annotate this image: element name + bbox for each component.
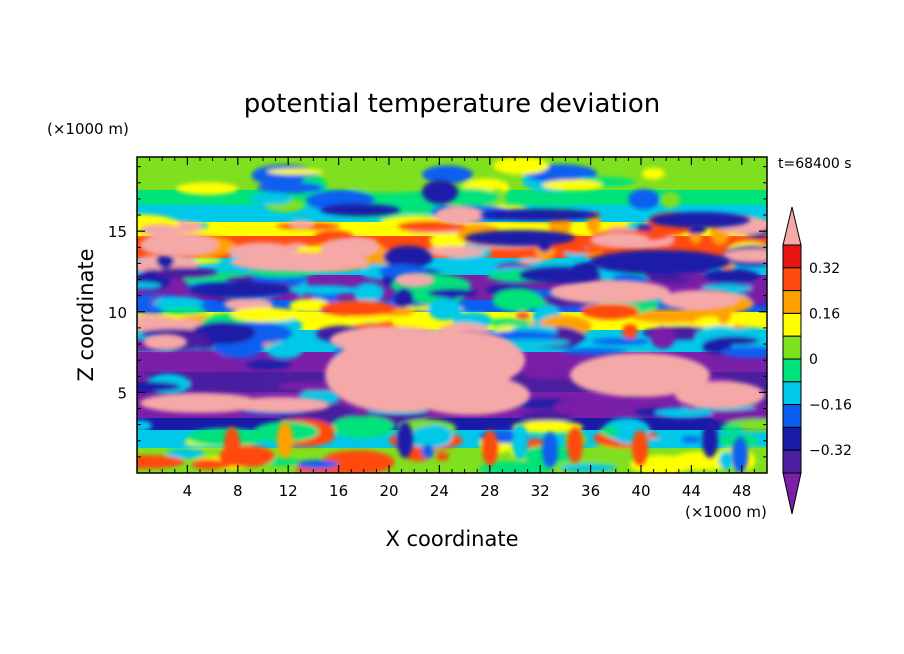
colorbar-label: 0.16 [809,306,840,322]
x-tick-label: 24 [430,482,449,500]
x-axis-label: X coordinate [385,527,518,551]
colorbar-segment [782,335,802,360]
y-axis: 5 10 15 [108,166,767,458]
x-tick-label: 20 [379,482,398,500]
x-tick-label: 4 [183,482,193,500]
y-tick-label: 5 [117,384,127,402]
colorbar-label: 0 [809,352,818,368]
x-tick-label: 44 [682,482,701,500]
colorbar-segment [782,449,802,474]
chart-title: potential temperature deviation [244,89,660,119]
y-axis-label: Z coordinate [74,248,98,381]
heatmap-field [137,157,767,473]
colorbar-segment [782,381,802,406]
colorbar-segment [782,244,802,269]
x-tick-label: 12 [279,482,298,500]
x-tick-label: 28 [480,482,499,500]
colorbar: 0.32 0.16 0 −0.16 −0.32 [782,206,852,515]
colorbar-label: −0.16 [809,398,852,414]
colorbar-segment [782,404,802,428]
x-tick-label: 8 [233,482,243,500]
x-tick-label: 16 [329,482,348,500]
colorbar-segment [782,426,802,451]
x-tick-label: 48 [732,482,751,500]
y-tick-label: 10 [108,304,127,322]
colorbar-segment [782,290,802,314]
x-unit-label: (×1000 m) [685,503,767,521]
y-unit-label: (×1000 m) [47,120,129,138]
colorbar-label: −0.32 [809,443,852,459]
colorbar-label: 0.32 [809,261,840,277]
x-tick-label: 36 [581,482,600,500]
x-tick-label: 32 [531,482,550,500]
y-tick-label: 15 [108,223,127,241]
colorbar-segment [782,312,802,337]
time-label: t=68400 s [778,156,852,172]
colorbar-segment [782,267,802,292]
colorbar-top-triangle [782,206,802,246]
x-tick-label: 40 [631,482,650,500]
colorbar-bottom-triangle [782,472,802,515]
colorbar-segment [782,358,802,383]
x-axis: 4 8 12 16 20 24 28 32 36 40 44 48 [149,157,755,500]
